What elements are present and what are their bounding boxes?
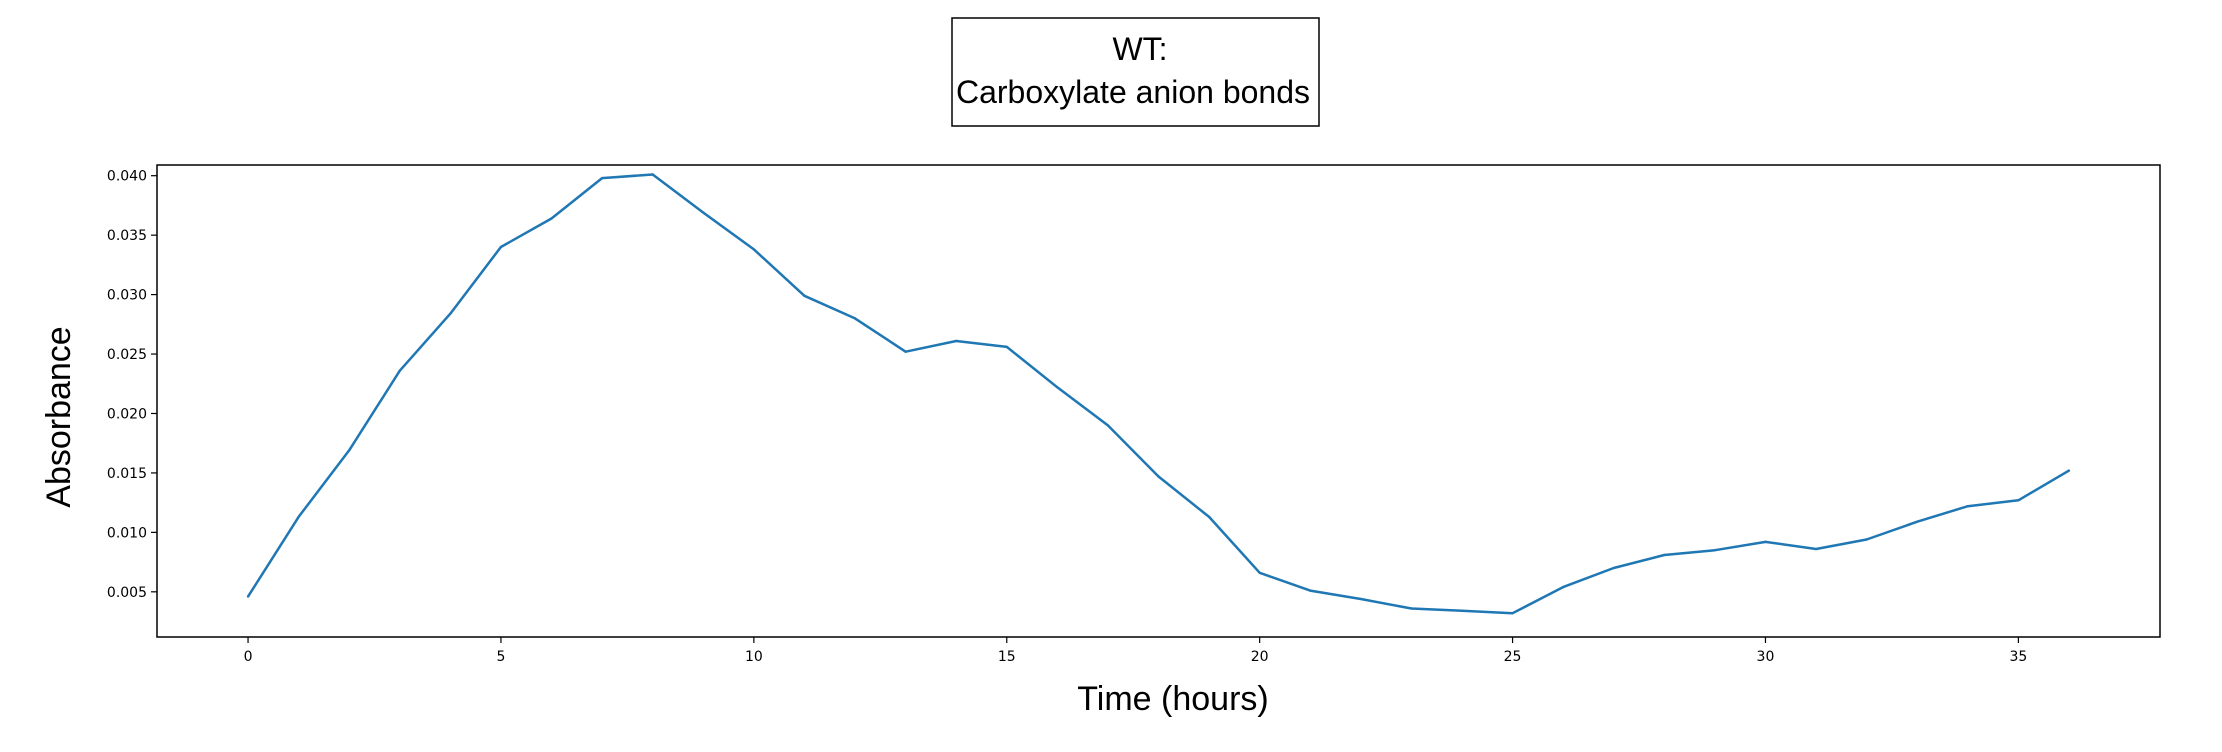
x-tick-label: 15	[998, 649, 1016, 665]
data-point	[297, 515, 300, 519]
chart-title: WT: Carboxylate anion bonds	[951, 17, 1320, 127]
y-tick-label: 0.025	[107, 347, 147, 363]
title-line-2: Carboxylate anion bonds	[956, 74, 1310, 110]
data-point	[752, 248, 756, 251]
y-tick-label: 0.035	[107, 228, 147, 244]
data-point	[1157, 475, 1160, 478]
data-point	[1865, 538, 1868, 541]
y-tick-label: 0.005	[107, 585, 147, 601]
plot-area-frame	[156, 164, 2161, 638]
data-point	[499, 245, 503, 249]
x-axis-ticks: 0 5 10 15 20 25 30 35	[244, 637, 2027, 665]
title-box	[951, 17, 1320, 127]
data-point	[1359, 597, 1363, 601]
data-point	[1309, 589, 1312, 592]
data-point	[954, 339, 958, 343]
data-point	[904, 350, 907, 353]
x-tick-label: 5	[496, 649, 505, 665]
y-tick-label: 0.015	[107, 466, 147, 482]
data-point	[1005, 345, 1008, 349]
data-point	[1056, 386, 1059, 389]
y-tick-label: 0.040	[107, 169, 147, 185]
title-line-1: WT:	[1112, 31, 1167, 67]
x-tick-label: 30	[1757, 649, 1775, 665]
data-point	[1916, 520, 1919, 523]
data-point	[348, 449, 351, 452]
data-point	[449, 312, 452, 315]
data-point	[600, 176, 604, 180]
x-axis-label: Time (hours)	[1077, 680, 1268, 718]
data-point	[1814, 547, 1818, 551]
data-point	[1966, 505, 1969, 508]
x-tick-label: 0	[244, 649, 253, 665]
data-point	[803, 294, 806, 297]
data-point	[550, 217, 553, 220]
data-point	[702, 211, 705, 214]
x-tick-label: 20	[1251, 649, 1269, 665]
data-point	[853, 317, 857, 320]
data-point	[246, 595, 250, 598]
y-axis-ticks: 0.005 0.010 0.015 0.020 0.025 0.030 0.035 0.040	[107, 169, 157, 601]
x-tick-label: 25	[1504, 649, 1522, 665]
data-point	[1511, 612, 1514, 615]
data-point	[1410, 607, 1413, 610]
data-point	[2067, 469, 2071, 472]
data-point	[398, 369, 401, 372]
data-point	[1764, 540, 1767, 544]
series-points	[246, 173, 2071, 615]
data-point	[1713, 549, 1717, 552]
data-point	[651, 173, 654, 176]
x-tick-label: 10	[745, 649, 763, 665]
data-point	[1207, 515, 1211, 519]
x-tick-label: 35	[2009, 649, 2027, 665]
y-axis-label: Absorbance	[40, 326, 78, 507]
data-point	[1258, 571, 1261, 574]
y-tick-label: 0.020	[107, 406, 147, 422]
y-tick-label: 0.030	[107, 288, 147, 304]
data-point	[1612, 566, 1615, 570]
data-point	[2017, 499, 2020, 502]
data-point	[1561, 585, 1565, 589]
y-tick-label: 0.010	[107, 525, 147, 541]
data-point	[1663, 553, 1666, 557]
data-point	[1460, 609, 1464, 613]
data-point	[1106, 424, 1110, 427]
series-line	[246, 173, 2070, 615]
